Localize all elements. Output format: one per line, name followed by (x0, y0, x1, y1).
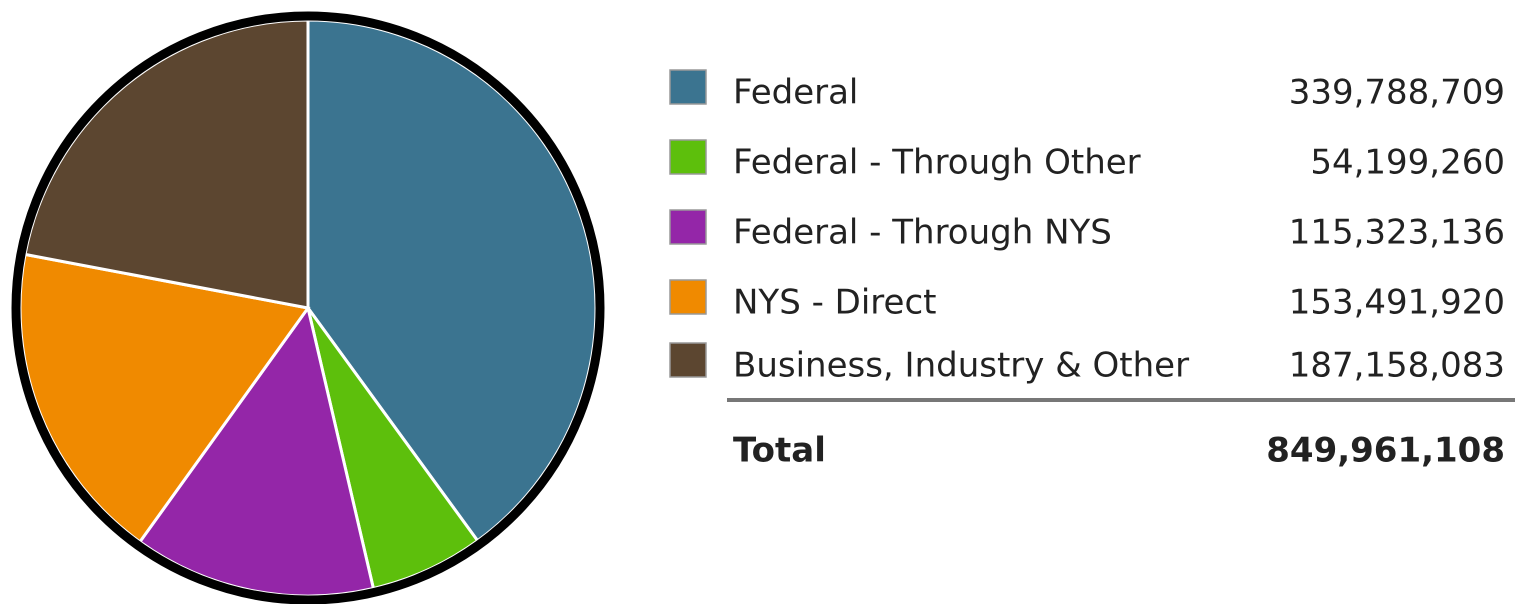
legend-swatch (669, 279, 707, 315)
legend-label: Federal - Through Other (733, 143, 1141, 183)
total-label: Total (733, 431, 826, 471)
legend-label: Federal (733, 73, 858, 113)
legend-value: 339,788,709 (1289, 73, 1505, 113)
legend-label: NYS - Direct (733, 283, 936, 323)
legend-label: Business, Industry & Other (733, 346, 1189, 386)
pie-border (11, 11, 605, 604)
legend-value: 54,199,260 (1310, 143, 1505, 183)
legend-label: Federal - Through NYS (733, 213, 1112, 253)
total-value: 849,961,108 (1266, 431, 1505, 471)
legend-value: 115,323,136 (1289, 213, 1505, 253)
legend-swatch (669, 69, 707, 105)
legend-swatch (669, 342, 707, 378)
legend-value: 153,491,920 (1289, 283, 1505, 323)
legend-swatch (669, 139, 707, 175)
legend-swatch (669, 209, 707, 245)
legend-value: 187,158,083 (1289, 346, 1505, 386)
